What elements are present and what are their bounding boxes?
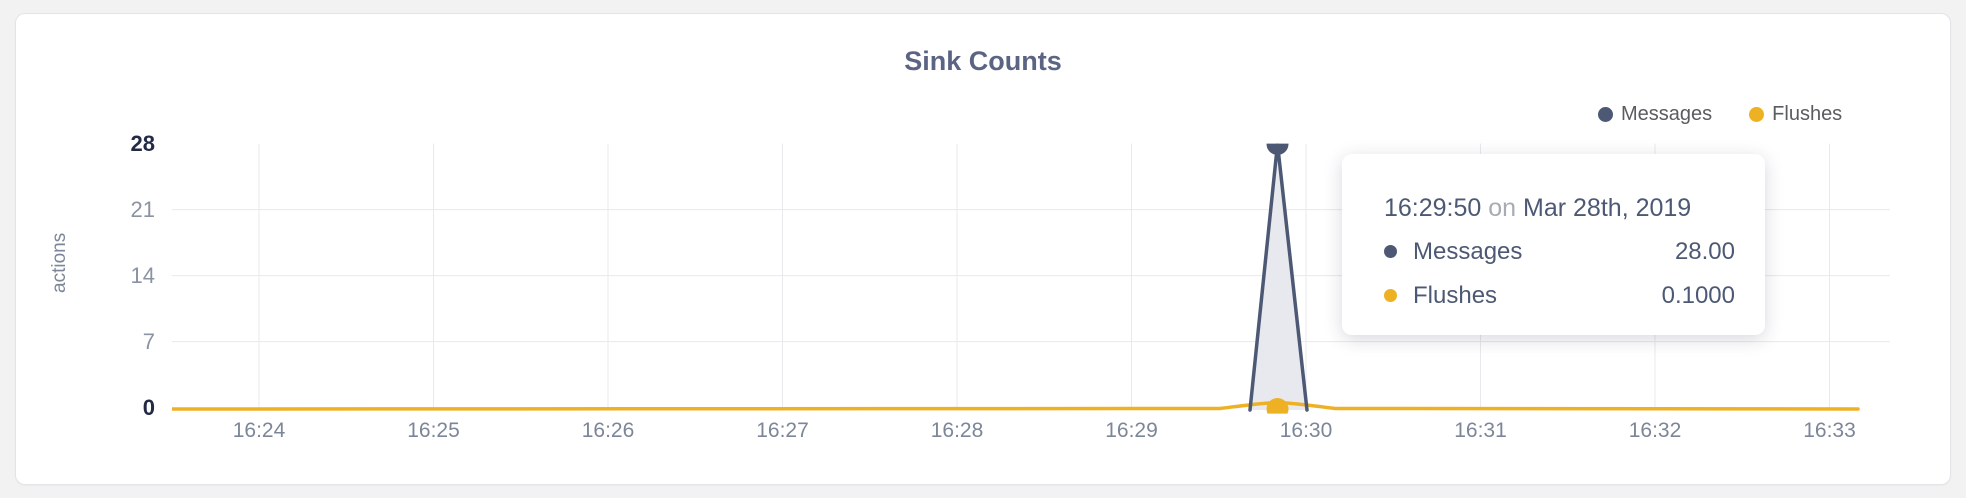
svg-text:16:31: 16:31 [1454,419,1507,442]
svg-text:16:27: 16:27 [756,419,809,442]
svg-text:7: 7 [143,329,155,354]
svg-text:16:30: 16:30 [1280,419,1333,442]
svg-text:16:26: 16:26 [582,419,635,442]
svg-text:16:28: 16:28 [931,419,984,442]
svg-text:16:24: 16:24 [233,419,286,442]
svg-text:16:32: 16:32 [1629,419,1682,442]
svg-text:16:29: 16:29 [1105,419,1158,442]
svg-text:16:33: 16:33 [1803,419,1856,442]
svg-text:28: 28 [131,131,155,156]
svg-text:0: 0 [143,395,155,420]
svg-text:16:25: 16:25 [407,419,460,442]
svg-text:14: 14 [131,263,155,288]
svg-text:21: 21 [131,197,155,222]
